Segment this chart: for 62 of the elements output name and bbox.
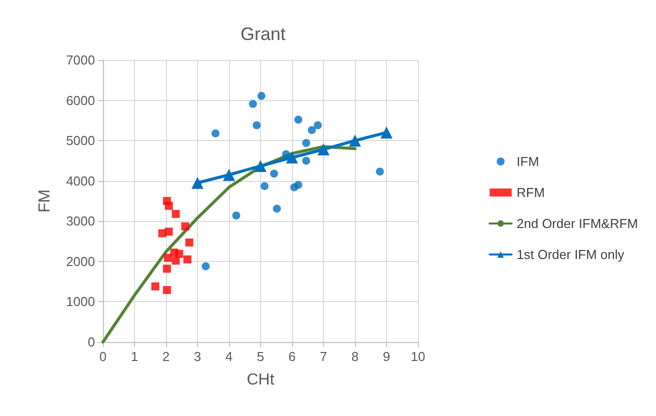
point bbox=[272, 204, 281, 213]
x-tick-label: 8 bbox=[351, 349, 359, 364]
point bbox=[294, 180, 302, 189]
y-tick-label: 1000 bbox=[66, 294, 95, 310]
y-tick-label: 5000 bbox=[66, 133, 95, 148]
point bbox=[211, 129, 220, 138]
x-tick-label: 0 bbox=[99, 349, 107, 364]
point bbox=[380, 126, 392, 139]
point bbox=[183, 255, 192, 264]
x-tick-label: 9 bbox=[382, 349, 390, 364]
point bbox=[294, 116, 302, 124]
x-axis-title: CHt bbox=[246, 372, 275, 388]
point bbox=[286, 151, 298, 164]
y-tick-label: 7000 bbox=[66, 52, 95, 68]
point bbox=[376, 168, 384, 176]
x-tick-label: 5 bbox=[256, 349, 264, 364]
point bbox=[248, 100, 257, 108]
point bbox=[185, 238, 194, 246]
y-axis-title: FM bbox=[36, 189, 54, 213]
x-tick-label: 6 bbox=[288, 349, 296, 364]
x-tick-label: 10 bbox=[410, 349, 426, 364]
y-tick-label: 4000 bbox=[66, 173, 95, 188]
point bbox=[162, 264, 171, 273]
point bbox=[151, 282, 160, 290]
point bbox=[192, 176, 204, 189]
point bbox=[172, 210, 180, 218]
legend-label: 1st Order IFM only bbox=[516, 247, 625, 262]
point bbox=[254, 160, 266, 172]
point bbox=[308, 126, 316, 134]
x-tick-label: 3 bbox=[194, 349, 202, 364]
point bbox=[270, 170, 278, 178]
point bbox=[302, 138, 310, 147]
point bbox=[314, 121, 322, 130]
point bbox=[164, 228, 173, 236]
x-tick-label: 1 bbox=[130, 349, 138, 364]
x-tick-label: 2 bbox=[162, 349, 170, 364]
line-series bbox=[102, 145, 356, 344]
y-tick-label: 6000 bbox=[66, 92, 95, 108]
x-tick-label: 4 bbox=[225, 349, 233, 364]
x-tick-label: 7 bbox=[320, 349, 328, 364]
point bbox=[164, 202, 173, 210]
point bbox=[282, 150, 290, 158]
point bbox=[232, 212, 240, 220]
chart-title: Grant bbox=[240, 24, 286, 44]
point bbox=[252, 121, 261, 130]
point bbox=[302, 156, 310, 165]
point bbox=[260, 182, 269, 190]
legend-label: RFM bbox=[516, 185, 545, 200]
point bbox=[181, 222, 190, 230]
y-tick-label: 2000 bbox=[66, 254, 95, 269]
legend-label: 2nd Order IFM&RFM bbox=[516, 216, 638, 231]
legend-label: IFM bbox=[516, 154, 540, 169]
point bbox=[257, 92, 266, 100]
point bbox=[223, 168, 235, 181]
point bbox=[318, 143, 330, 156]
point bbox=[349, 134, 361, 147]
point bbox=[164, 254, 172, 262]
point bbox=[162, 286, 171, 294]
point bbox=[172, 256, 180, 265]
y-tick-label: 0 bbox=[88, 334, 95, 350]
point bbox=[202, 262, 210, 270]
y-tick-label: 3000 bbox=[66, 214, 95, 229]
